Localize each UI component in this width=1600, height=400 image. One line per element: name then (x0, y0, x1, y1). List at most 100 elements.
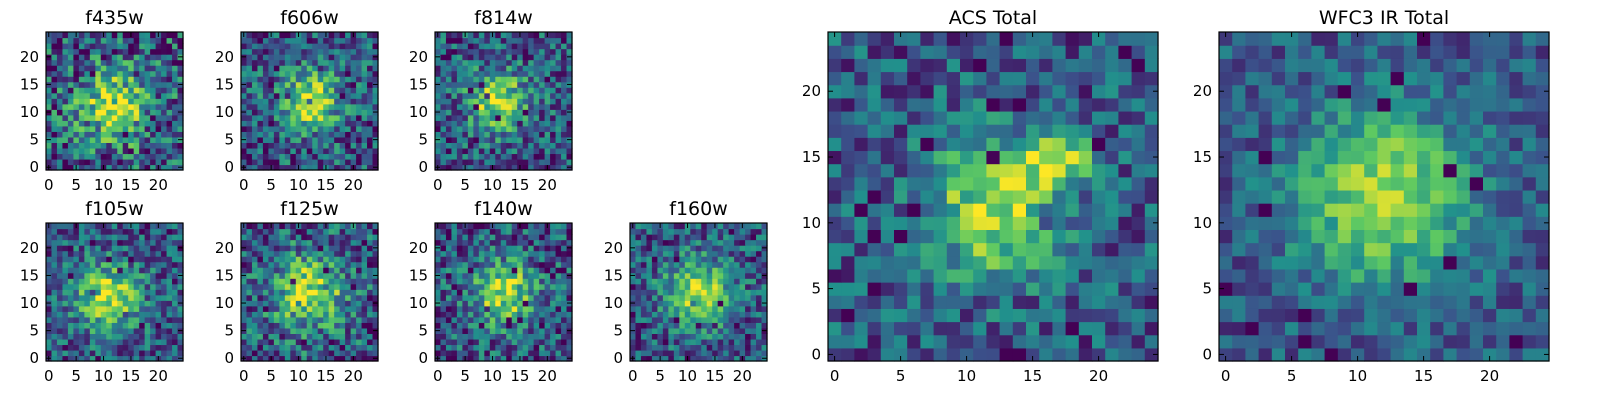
pixel-cell (500, 59, 507, 66)
pixel-cell (128, 120, 135, 127)
pixel-cell (323, 289, 330, 296)
pixel-cell (262, 147, 269, 155)
pixel-cell (257, 300, 264, 307)
pixel-cell (122, 272, 129, 279)
x-tick-label: 10 (289, 176, 308, 194)
pixel-cell (440, 344, 447, 351)
pixel-cell (456, 147, 463, 155)
pixel-cell (251, 54, 259, 61)
pixel-cell (301, 316, 308, 323)
pixel-cell (62, 283, 69, 290)
pixel-cell (478, 43, 485, 50)
pixel-cell (350, 131, 357, 138)
pixel-cell (566, 32, 573, 39)
pixel-cell (323, 120, 330, 127)
pixel-cell (550, 48, 557, 55)
pixel-cell (257, 136, 264, 143)
pixel-cell (144, 267, 151, 274)
pixel-cell (841, 268, 855, 283)
pixel-cell (111, 142, 118, 149)
pixel-cell (435, 294, 442, 301)
pixel-cell (345, 70, 352, 77)
pixel-cell (511, 261, 518, 268)
pixel-cell (78, 37, 85, 44)
pixel-cell (555, 239, 562, 246)
pixel-cell (128, 54, 135, 61)
pixel-cell (517, 234, 524, 241)
pixel-cell (517, 239, 524, 246)
pixel-cell (317, 234, 324, 241)
pixel-cell (334, 355, 341, 362)
pixel-cell (122, 305, 129, 312)
pixel-cell (279, 136, 286, 143)
x-tick-label: 10 (289, 367, 308, 385)
pixel-cell (139, 142, 146, 149)
pixel-cell (306, 344, 313, 351)
pixel-cell (155, 272, 162, 279)
pixel-cell (986, 308, 1001, 323)
pixel-cell (350, 267, 357, 274)
pixel-cell (756, 250, 763, 257)
pixel-cell (246, 114, 253, 121)
pixel-cell (550, 283, 557, 290)
pixel-cell (566, 223, 573, 230)
pixel-cell (95, 223, 102, 230)
pixel-cell (301, 98, 308, 105)
pixel-cell (122, 311, 129, 318)
pixel-cell (717, 344, 724, 351)
pixel-cell (435, 120, 442, 127)
pixel-cell (635, 327, 642, 334)
pixel-cell (122, 32, 129, 39)
pixel-cell (701, 278, 708, 285)
pixel-cell (473, 76, 480, 83)
pixel-cell (761, 256, 768, 263)
pixel-cell (89, 92, 96, 99)
pixel-cell (317, 300, 324, 307)
pixel-cell (139, 256, 146, 263)
pixel-cell (999, 321, 1014, 336)
pixel-cell (128, 114, 135, 121)
pixel-cell (262, 43, 269, 50)
pixel-cell (706, 311, 713, 318)
pixel-cell (334, 153, 341, 160)
pixel-cell (528, 153, 535, 160)
pixel-cell (155, 344, 162, 351)
pixel-cell (1026, 308, 1040, 323)
pixel-cell (284, 261, 291, 268)
pixel-cell (361, 349, 368, 357)
pixel-cell (756, 294, 763, 301)
pixel-cell (306, 48, 313, 55)
pixel-cell (312, 87, 319, 94)
pixel-cell (745, 305, 752, 312)
pixel-cell (133, 344, 140, 351)
pixel-cell (467, 142, 474, 149)
pixel-cell (95, 142, 102, 149)
y-tick-label: 10 (215, 294, 234, 312)
pixel-cell (673, 305, 680, 312)
pixel-cell (555, 338, 562, 346)
pixel-cell (750, 272, 757, 279)
pixel-cell (673, 261, 680, 268)
pixel-cell (78, 147, 85, 155)
pixel-cell (46, 344, 53, 351)
pixel-cell (177, 131, 184, 138)
pixel-cell (89, 109, 96, 116)
pixel-cell (339, 43, 346, 50)
pixel-cell (445, 228, 453, 235)
pixel-cell (723, 311, 730, 318)
pixel-cell (561, 120, 568, 127)
pixel-cell (867, 295, 882, 309)
pixel-cell (139, 250, 146, 257)
pixel-cell (301, 32, 308, 39)
pixel-cell (284, 294, 291, 301)
pixel-cell (262, 131, 269, 138)
pixel-cell (533, 261, 540, 268)
pixel-cell (350, 305, 357, 312)
pixel-cell (1078, 216, 1093, 230)
pixel-cell (1105, 203, 1119, 217)
pixel-cell (262, 32, 269, 39)
pixel-cell (51, 109, 58, 116)
pixel-cell (1131, 163, 1146, 178)
pixel-cell (1144, 163, 1159, 178)
